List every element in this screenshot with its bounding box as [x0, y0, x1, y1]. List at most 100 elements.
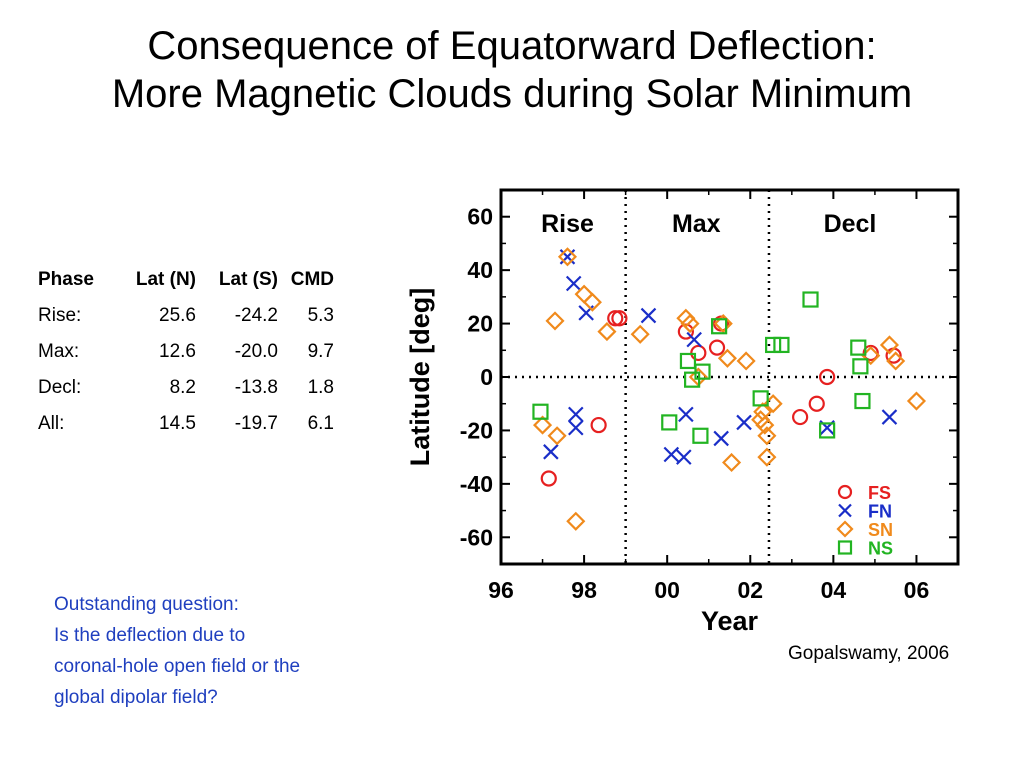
point-sn [879, 335, 900, 355]
point-ns [752, 390, 769, 407]
point-ns [661, 414, 678, 431]
point-ns [773, 336, 790, 354]
point-ns [694, 363, 711, 380]
point-sn [886, 351, 906, 371]
legend-marker-fn [838, 503, 852, 518]
x-axis-label: Year [701, 606, 759, 636]
point-sn [630, 324, 650, 344]
stats-table: Phase Lat (N) Lat (S) CMD Rise: 25.6 -24… [38, 262, 334, 442]
citation: Gopalswamy, 2006 [788, 643, 950, 664]
point-fn [559, 249, 576, 265]
slide-title-line-1: Consequence of Equatorward Deflection: [147, 24, 877, 68]
point-sn [757, 426, 777, 446]
y-tick-label: 40 [467, 257, 493, 283]
point-sn [722, 452, 742, 473]
point-ns [679, 352, 697, 370]
cell-lat-s: -13.8 [234, 377, 278, 398]
y-tick-label: -60 [460, 524, 493, 550]
cell-cmd: 1.8 [307, 377, 334, 398]
question-line-4: global dipolar field? [54, 687, 218, 708]
point-fn [881, 409, 898, 425]
point-fn [565, 275, 582, 292]
point-fs [792, 408, 809, 426]
point-sn [713, 314, 733, 334]
x-tick-label: 00 [654, 577, 680, 603]
y-tick-label: -20 [460, 417, 493, 443]
cell-lat-s: -19.7 [234, 413, 278, 434]
phase-label: Rise [541, 210, 594, 238]
cell-phase: Max: [38, 341, 80, 362]
legend-marker-ns [837, 540, 853, 555]
point-sn [566, 511, 586, 531]
header-phase: Phase [38, 269, 94, 290]
point-sn [557, 247, 578, 267]
cell-cmd: 9.7 [307, 341, 334, 362]
cell-cmd: 5.3 [307, 305, 334, 326]
point-fs [590, 416, 607, 434]
point-ns [532, 403, 549, 420]
legend-label-fn: FN [868, 502, 892, 522]
cell-phase: Decl: [38, 377, 82, 398]
stats-table-header: Phase Lat (N) Lat (S) CMD [38, 262, 334, 298]
point-fn [640, 307, 657, 324]
cell-phase: All: [38, 413, 65, 434]
point-sn [755, 415, 775, 435]
point-fs [677, 323, 694, 340]
header-lat-s: Lat (S) [218, 269, 278, 290]
cell-lat-n: 12.6 [159, 341, 196, 362]
point-sn [582, 292, 602, 312]
cell-cmd: 6.1 [307, 413, 334, 434]
point-fn [568, 419, 584, 436]
cell-lat-n: 14.5 [159, 413, 196, 434]
table-row: Rise: 25.6 -24.2 5.3 [38, 298, 334, 334]
legend-label-fs: FS [868, 483, 891, 503]
cell-lat-n: 8.2 [169, 377, 196, 398]
point-fn [713, 430, 729, 447]
point-fn [676, 449, 692, 465]
point-ns [819, 422, 836, 439]
point-sn [545, 311, 565, 331]
table-row: Max: 12.6 -20.0 9.7 [38, 334, 334, 370]
question-line-2: Is the deflection due to [54, 625, 246, 646]
x-tick-label: 06 [904, 577, 930, 603]
table-row: Decl: 8.2 -13.8 1.8 [38, 370, 334, 406]
table-row: All: 14.5 -19.7 6.1 [38, 406, 334, 442]
point-ns [765, 336, 782, 354]
cell-phase: Rise: [38, 305, 82, 326]
point-ns [854, 392, 871, 410]
legend-marker-fs [837, 484, 853, 500]
point-sn [717, 348, 737, 368]
y-tick-label: -40 [460, 471, 493, 497]
point-fn [663, 446, 680, 463]
point-fs [808, 395, 825, 412]
legend-marker-sn [836, 520, 854, 538]
cell-lat-s: -20.0 [234, 341, 278, 362]
point-fn [543, 444, 559, 460]
point-fs [862, 344, 879, 362]
legend-label-ns: NS [868, 539, 893, 559]
point-sn [680, 314, 700, 334]
y-tick-label: 60 [467, 204, 493, 230]
point-sn [757, 447, 777, 467]
cell-lat-s: -24.2 [234, 305, 278, 326]
point-ns [711, 318, 728, 335]
point-ns [852, 358, 869, 375]
question-line-3: coronal-hole open field or the [54, 656, 301, 677]
slide-title: Consequence of Equatorward Deflection: M… [0, 22, 1024, 118]
point-fs [540, 470, 557, 487]
x-tick-label: 04 [821, 577, 847, 603]
point-ns [802, 291, 819, 308]
point-fs [607, 310, 624, 327]
point-fs [819, 368, 836, 386]
point-fs [611, 310, 628, 327]
y-axis-label: Latitude [deg] [405, 288, 435, 466]
header-lat-n: Lat (N) [135, 269, 196, 290]
slide-title-line-2: More Magnetic Clouds during Solar Minimu… [111, 72, 913, 116]
x-tick-label: 98 [571, 577, 597, 603]
point-sn [547, 426, 567, 446]
phase-label: Decl [824, 210, 877, 238]
point-fn [568, 406, 584, 423]
point-ns [850, 339, 867, 356]
question-line-1: Outstanding question: [54, 594, 239, 615]
